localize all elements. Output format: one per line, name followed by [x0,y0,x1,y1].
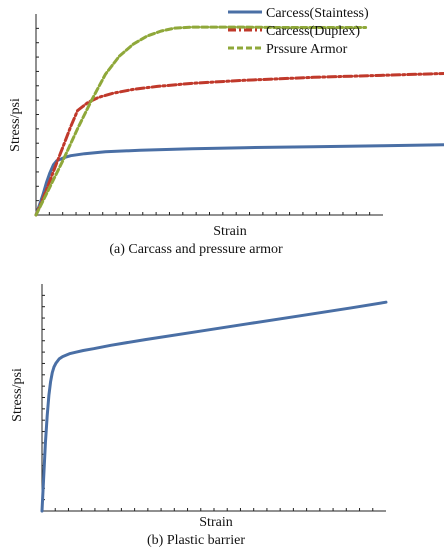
chart-b-caption: (b) Plastic barrier [147,533,245,548]
chart-a-series-group [34,25,444,217]
chart-b-series-line-1 [40,300,388,513]
chart-a: Carcess(Staintess) Carcess(Duplex) Prssure… [8,6,444,257]
chart-b-y-label: Stress/psi [10,368,25,422]
chart-a-caption: (a) Carcass and pressure armor [109,242,283,257]
legend-label-1: Carcess(Staintess) [266,6,369,21]
chart-a-x-ticks [48,212,371,215]
chart-b-x-label: Strain [199,515,232,530]
chart-a-series-line-2 [34,71,444,217]
chart-a-legend: Carcess(Staintess) Carcess(Duplex) Prssure… [228,6,369,57]
chart-a-series-line-3 [34,25,368,217]
chart-a-x-label: Strain [213,224,246,239]
legend-label-3: Prssure Armor [266,42,348,57]
chart-b-series-group [40,300,388,513]
chart-a-y-label: Stress/psi [8,98,23,152]
chart-b-x-ticks [54,508,374,511]
chart-b: Stress/psi Strain (b) Plastic barrier [10,284,388,548]
legend-label-2: Carcess(Duplex) [266,24,360,39]
chart-a-y-ticks [36,27,39,202]
chart-a-series-line-1 [34,143,444,217]
